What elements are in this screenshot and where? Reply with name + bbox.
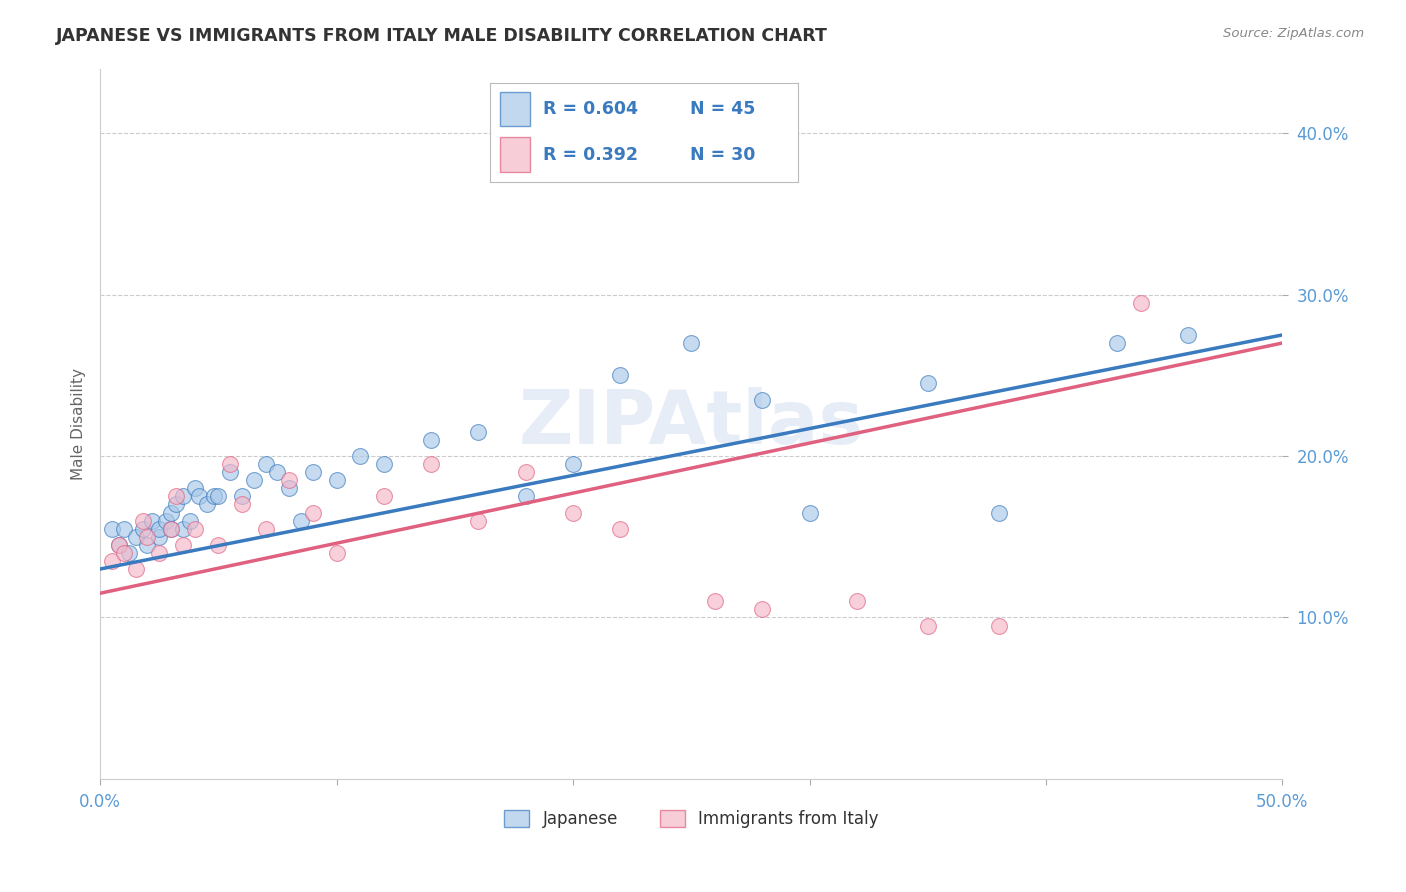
Legend: Japanese, Immigrants from Italy: Japanese, Immigrants from Italy [498,803,884,835]
Point [172,522,194,536]
Point [467,425,489,439]
Point [124,562,146,576]
Point [751,392,773,407]
Point [148,530,170,544]
Point [219,465,242,479]
Text: ZIPAtlas: ZIPAtlas [519,387,863,460]
Point [136,530,159,544]
Point [148,546,170,560]
Point [136,538,159,552]
Point [467,514,489,528]
Point [373,489,395,503]
Point [278,473,301,487]
Point [131,514,153,528]
Point [172,489,194,503]
Point [703,594,725,608]
Point [179,514,201,528]
Point [188,489,211,503]
Point [160,522,183,536]
Point [266,465,288,479]
Point [165,498,187,512]
Text: JAPANESE VS IMMIGRANTS FROM ITALY MALE DISABILITY CORRELATION CHART: JAPANESE VS IMMIGRANTS FROM ITALY MALE D… [56,27,828,45]
Point [1129,295,1152,310]
Point [131,522,153,536]
Point [112,546,135,560]
Point [751,602,773,616]
Point [609,368,631,383]
Point [917,376,939,391]
Point [148,522,170,536]
Point [101,554,124,568]
Point [325,473,347,487]
Point [108,538,131,552]
Point [231,498,253,512]
Point [1105,336,1128,351]
Point [562,506,585,520]
Text: Source: ZipAtlas.com: Source: ZipAtlas.com [1223,27,1364,40]
Point [845,594,868,608]
Point [124,530,146,544]
Point [515,489,537,503]
Point [373,457,395,471]
Point [207,538,229,552]
Point [160,522,183,536]
Point [112,522,135,536]
Point [562,457,585,471]
Point [160,506,183,520]
Point [302,506,325,520]
Point [799,506,821,520]
Point [987,618,1010,632]
Point [172,538,194,552]
Point [117,546,139,560]
Point [254,522,277,536]
Point [987,506,1010,520]
Point [155,514,177,528]
Point [243,473,266,487]
Point [219,457,242,471]
Y-axis label: Male Disability: Male Disability [72,368,86,480]
Point [1177,327,1199,342]
Point [183,522,205,536]
Point [202,489,225,503]
Point [108,538,131,552]
Point [515,465,537,479]
Point [183,481,205,495]
Point [325,546,347,560]
Point [141,514,163,528]
Point [917,618,939,632]
Point [207,489,229,503]
Point [165,489,187,503]
Point [231,489,253,503]
Point [302,465,325,479]
Point [290,514,312,528]
Point [278,481,301,495]
Point [420,457,443,471]
Point [681,336,703,351]
Point [420,433,443,447]
Point [254,457,277,471]
Point [609,522,631,536]
Point [101,522,124,536]
Point [349,449,371,463]
Point [195,498,218,512]
